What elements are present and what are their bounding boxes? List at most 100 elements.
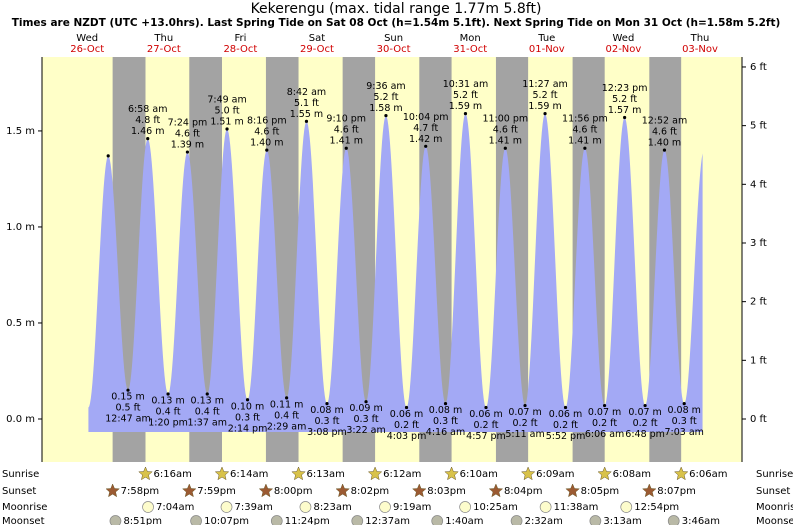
tide-label: 3:08 pm — [307, 427, 347, 438]
tide-point — [463, 112, 468, 116]
tide-label: 0.13 m — [151, 396, 184, 407]
row-time: 12:37am — [365, 516, 410, 525]
day-name: Thu — [690, 33, 710, 44]
tide-label: 6:06 am — [585, 429, 624, 440]
row-time: 6:10am — [460, 469, 498, 480]
tide-point — [443, 402, 448, 406]
tide-point — [583, 146, 587, 150]
tide-label: 1.39 m — [171, 140, 204, 151]
tide-label: 4.6 ft — [493, 125, 518, 136]
day-name: Fri — [234, 33, 246, 44]
tide-point — [424, 144, 428, 148]
tide-label: 0.07 m — [588, 407, 621, 418]
tide-label: 4:57 pm — [466, 431, 506, 442]
tide-label: 4.6 ft — [254, 127, 279, 138]
y-tick-label: 0.5 m — [6, 318, 35, 329]
tide-label: 12:47 am — [105, 414, 150, 425]
row-time: 8:00pm — [274, 486, 313, 497]
sun-icon — [335, 483, 350, 498]
tide-label: 1.55 m — [290, 109, 323, 120]
tide-label: 1.59 m — [528, 101, 561, 112]
tide-label: 0.2 ft — [473, 420, 498, 431]
tide-label: 4.7 ft — [413, 123, 438, 134]
day-date: 02-Nov — [605, 44, 641, 55]
subtitle: Times are NZDT (UTC +13.0hrs). Last Spri… — [12, 17, 781, 29]
tide-point — [146, 137, 150, 141]
day-date: 29-Oct — [300, 44, 334, 55]
row-label: Moonrise — [2, 502, 47, 513]
tide-label: 4.8 ft — [135, 115, 160, 126]
sun-icon — [214, 466, 230, 481]
row-time: 11:38am — [554, 502, 599, 513]
moon-icon — [510, 515, 523, 525]
y2-tick-label: 5 ft — [750, 121, 767, 132]
y2-tick-label: 1 ft — [750, 355, 767, 366]
sun-icon — [597, 466, 612, 481]
tide-label: 1.46 m — [131, 126, 164, 137]
sun-icon — [105, 483, 120, 498]
tide-label: 2:29 am — [267, 421, 306, 432]
day-date: 27-Oct — [147, 44, 181, 55]
moon-icon — [142, 501, 154, 513]
tide-label: 5.1 ft — [294, 98, 319, 109]
tide-point — [682, 402, 686, 406]
tide-label: 11:56 pm — [562, 114, 608, 125]
y-tick-label: 1.0 m — [6, 222, 35, 233]
tide-label: 0.2 ft — [633, 418, 658, 429]
sun-icon — [291, 466, 306, 481]
tide-label: 8:16 pm — [247, 116, 287, 127]
row-time: 6:06am — [689, 469, 727, 480]
tide-label: 11:00 pm — [482, 114, 528, 125]
tide-label: 1.41 m — [489, 136, 522, 147]
day-name: Sat — [309, 33, 325, 44]
row-time: 3:46am — [682, 516, 720, 525]
row-time: 7:59pm — [197, 486, 236, 497]
tide-label: 7:49 am — [207, 95, 246, 106]
tide-label: 11:27 am — [522, 79, 567, 90]
row-time: 8:02pm — [351, 486, 390, 497]
tide-point — [245, 398, 250, 402]
tide-point — [265, 148, 269, 152]
tide-label: 5.2 ft — [373, 92, 398, 103]
row-label: Moonset — [2, 516, 45, 525]
row-label: Sunrise — [2, 469, 39, 480]
tide-label: 10:31 am — [443, 79, 488, 90]
tide-point — [543, 112, 547, 116]
tide-label: 4.6 ft — [652, 127, 677, 138]
tide-label: 7:24 pm — [168, 118, 208, 129]
tide-label: 10:04 pm — [403, 112, 449, 123]
y2-tick-label: 3 ft — [750, 238, 767, 249]
row-label: Moonset — [756, 516, 793, 525]
tide-label: 5.2 ft — [533, 90, 558, 101]
day-name: Tue — [537, 33, 555, 44]
row-time: 6:13am — [307, 469, 345, 480]
row-time: 6:12am — [383, 469, 421, 480]
row-time: 8:05pm — [581, 486, 620, 497]
tide-label: 0.15 m — [111, 392, 144, 403]
tide-point — [384, 113, 388, 118]
sun-icon — [488, 483, 504, 498]
tide-point — [225, 127, 229, 131]
moon-icon — [459, 501, 471, 513]
day-date: 28-Oct — [223, 44, 257, 55]
tide-point — [106, 154, 110, 158]
tide-label: 1.58 m — [369, 103, 402, 114]
row-time: 9:19am — [393, 502, 431, 513]
tide-label: 6:58 am — [128, 104, 167, 115]
tide-point — [602, 403, 607, 408]
tide-label: 0.06 m — [390, 409, 423, 420]
tide-point — [643, 403, 647, 408]
tide-label: 0.4 ft — [195, 407, 220, 418]
tide-label: 4.6 ft — [572, 125, 597, 136]
moon-icon — [270, 515, 283, 525]
tide-point — [205, 392, 209, 396]
day-name: Wed — [612, 33, 634, 44]
tide-label: 1.40 m — [250, 138, 283, 149]
tide-label: 0.2 ft — [553, 420, 578, 431]
row-time: 8:03pm — [427, 486, 466, 497]
tide-label: 9:36 am — [366, 81, 405, 92]
y-tick-label: 1.5 m — [6, 126, 35, 137]
tide-label: 2:14 pm — [228, 423, 268, 434]
row-time: 2:32am — [525, 516, 563, 525]
